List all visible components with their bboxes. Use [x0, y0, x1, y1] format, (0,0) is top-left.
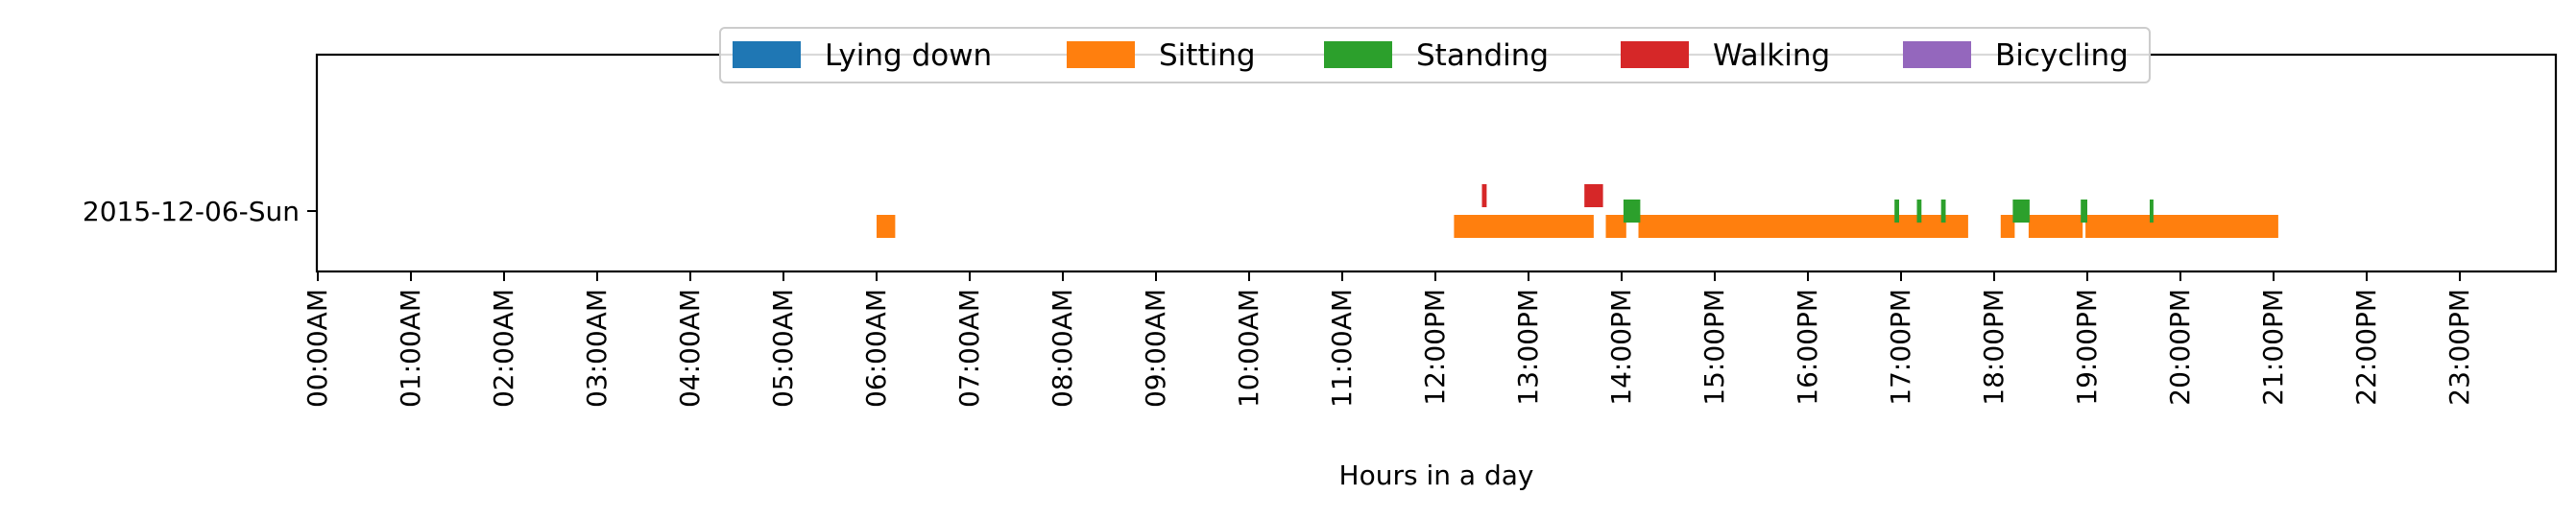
x-tick-label-2: 02:00AM — [488, 289, 519, 408]
sitting-bar-6 — [2085, 215, 2278, 238]
legend-label-sitting: Sitting — [1159, 38, 1256, 73]
legend-swatch-bicycling — [1903, 41, 1971, 68]
legend-swatch-standing — [1324, 41, 1392, 68]
standing-bar-2 — [1916, 200, 1922, 223]
legend-swatch-walking — [1621, 41, 1689, 68]
y-axis: 2015-12-06-Sun — [83, 196, 317, 227]
x-tick-label-14: 14:00PM — [1605, 289, 1637, 406]
standing-bar-5 — [2081, 200, 2087, 223]
x-tick-label-13: 13:00PM — [1512, 289, 1544, 406]
legend-swatch-lying-down — [733, 41, 801, 68]
standing-bar-4 — [2012, 200, 2030, 223]
x-tick-label-16: 16:00PM — [1792, 289, 1823, 406]
x-tick-label-23: 23:00PM — [2444, 289, 2475, 406]
x-tick-label-19: 19:00PM — [2071, 289, 2103, 406]
legend-item-bicycling: Bicycling — [1903, 38, 2129, 73]
legend-item-lying-down: Lying down — [733, 38, 992, 73]
x-tick-label-11: 11:00AM — [1326, 289, 1358, 408]
x-tick-label-4: 04:00AM — [674, 289, 706, 408]
x-tick-label-5: 05:00AM — [767, 289, 799, 408]
x-axis: 00:00AM 01:00AM 02:00AM 03:00AM 04:00AM 05:00… — [301, 271, 2475, 408]
x-tick-label-1: 01:00AM — [395, 289, 426, 408]
x-tick-label-8: 08:00AM — [1047, 289, 1078, 408]
walking-bar-1 — [1584, 184, 1603, 207]
legend-label-lying-down: Lying down — [825, 38, 992, 73]
x-tick-label-21: 21:00PM — [2257, 289, 2289, 406]
standing-bar-0 — [1623, 200, 1641, 223]
x-tick-label-18: 18:00PM — [1978, 289, 2010, 406]
legend: Lying down Sitting Standing Walking Bicyclin… — [719, 27, 2151, 83]
standing-bar-6 — [2150, 200, 2154, 223]
legend-item-sitting: Sitting — [1067, 38, 1256, 73]
sitting-bar-2 — [1605, 215, 1626, 238]
x-tick-label-6: 06:00AM — [860, 289, 892, 408]
x-tick-label-3: 03:00AM — [581, 289, 613, 408]
legend-swatch-sitting — [1067, 41, 1135, 68]
x-tick-label-7: 07:00AM — [953, 289, 985, 408]
legend-item-walking: Walking — [1621, 38, 1830, 73]
x-tick-label-10: 10:00AM — [1233, 289, 1264, 408]
standing-bar-1 — [1894, 200, 1899, 223]
sitting-bar-4 — [2000, 215, 2015, 238]
x-tick-label-0: 00:00AM — [301, 289, 333, 408]
standing-bar-3 — [1940, 200, 1946, 223]
sitting-bar-1 — [1454, 215, 1594, 238]
x-tick-label-20: 20:00PM — [2164, 289, 2196, 406]
legend-label-bicycling: Bicycling — [1995, 38, 2129, 73]
sitting-bar-5 — [2028, 215, 2083, 238]
legend-label-walking: Walking — [1713, 38, 1830, 73]
sitting-bar-0 — [877, 215, 896, 238]
x-tick-label-12: 12:00PM — [1419, 289, 1451, 406]
sitting-bar-3 — [1638, 215, 1968, 238]
legend-item-standing: Standing — [1324, 38, 1549, 73]
y-category-label-0: 2015-12-06-Sun — [83, 196, 300, 227]
x-tick-label-9: 09:00AM — [1140, 289, 1171, 408]
legend-label-standing: Standing — [1416, 38, 1549, 73]
x-axis-title: Hours in a day — [1339, 459, 1534, 491]
x-tick-label-17: 17:00PM — [1885, 289, 1916, 406]
x-tick-label-22: 22:00PM — [2350, 289, 2382, 406]
activity-bars — [877, 184, 2278, 238]
x-tick-label-15: 15:00PM — [1698, 289, 1730, 406]
walking-bar-0 — [1481, 184, 1487, 207]
